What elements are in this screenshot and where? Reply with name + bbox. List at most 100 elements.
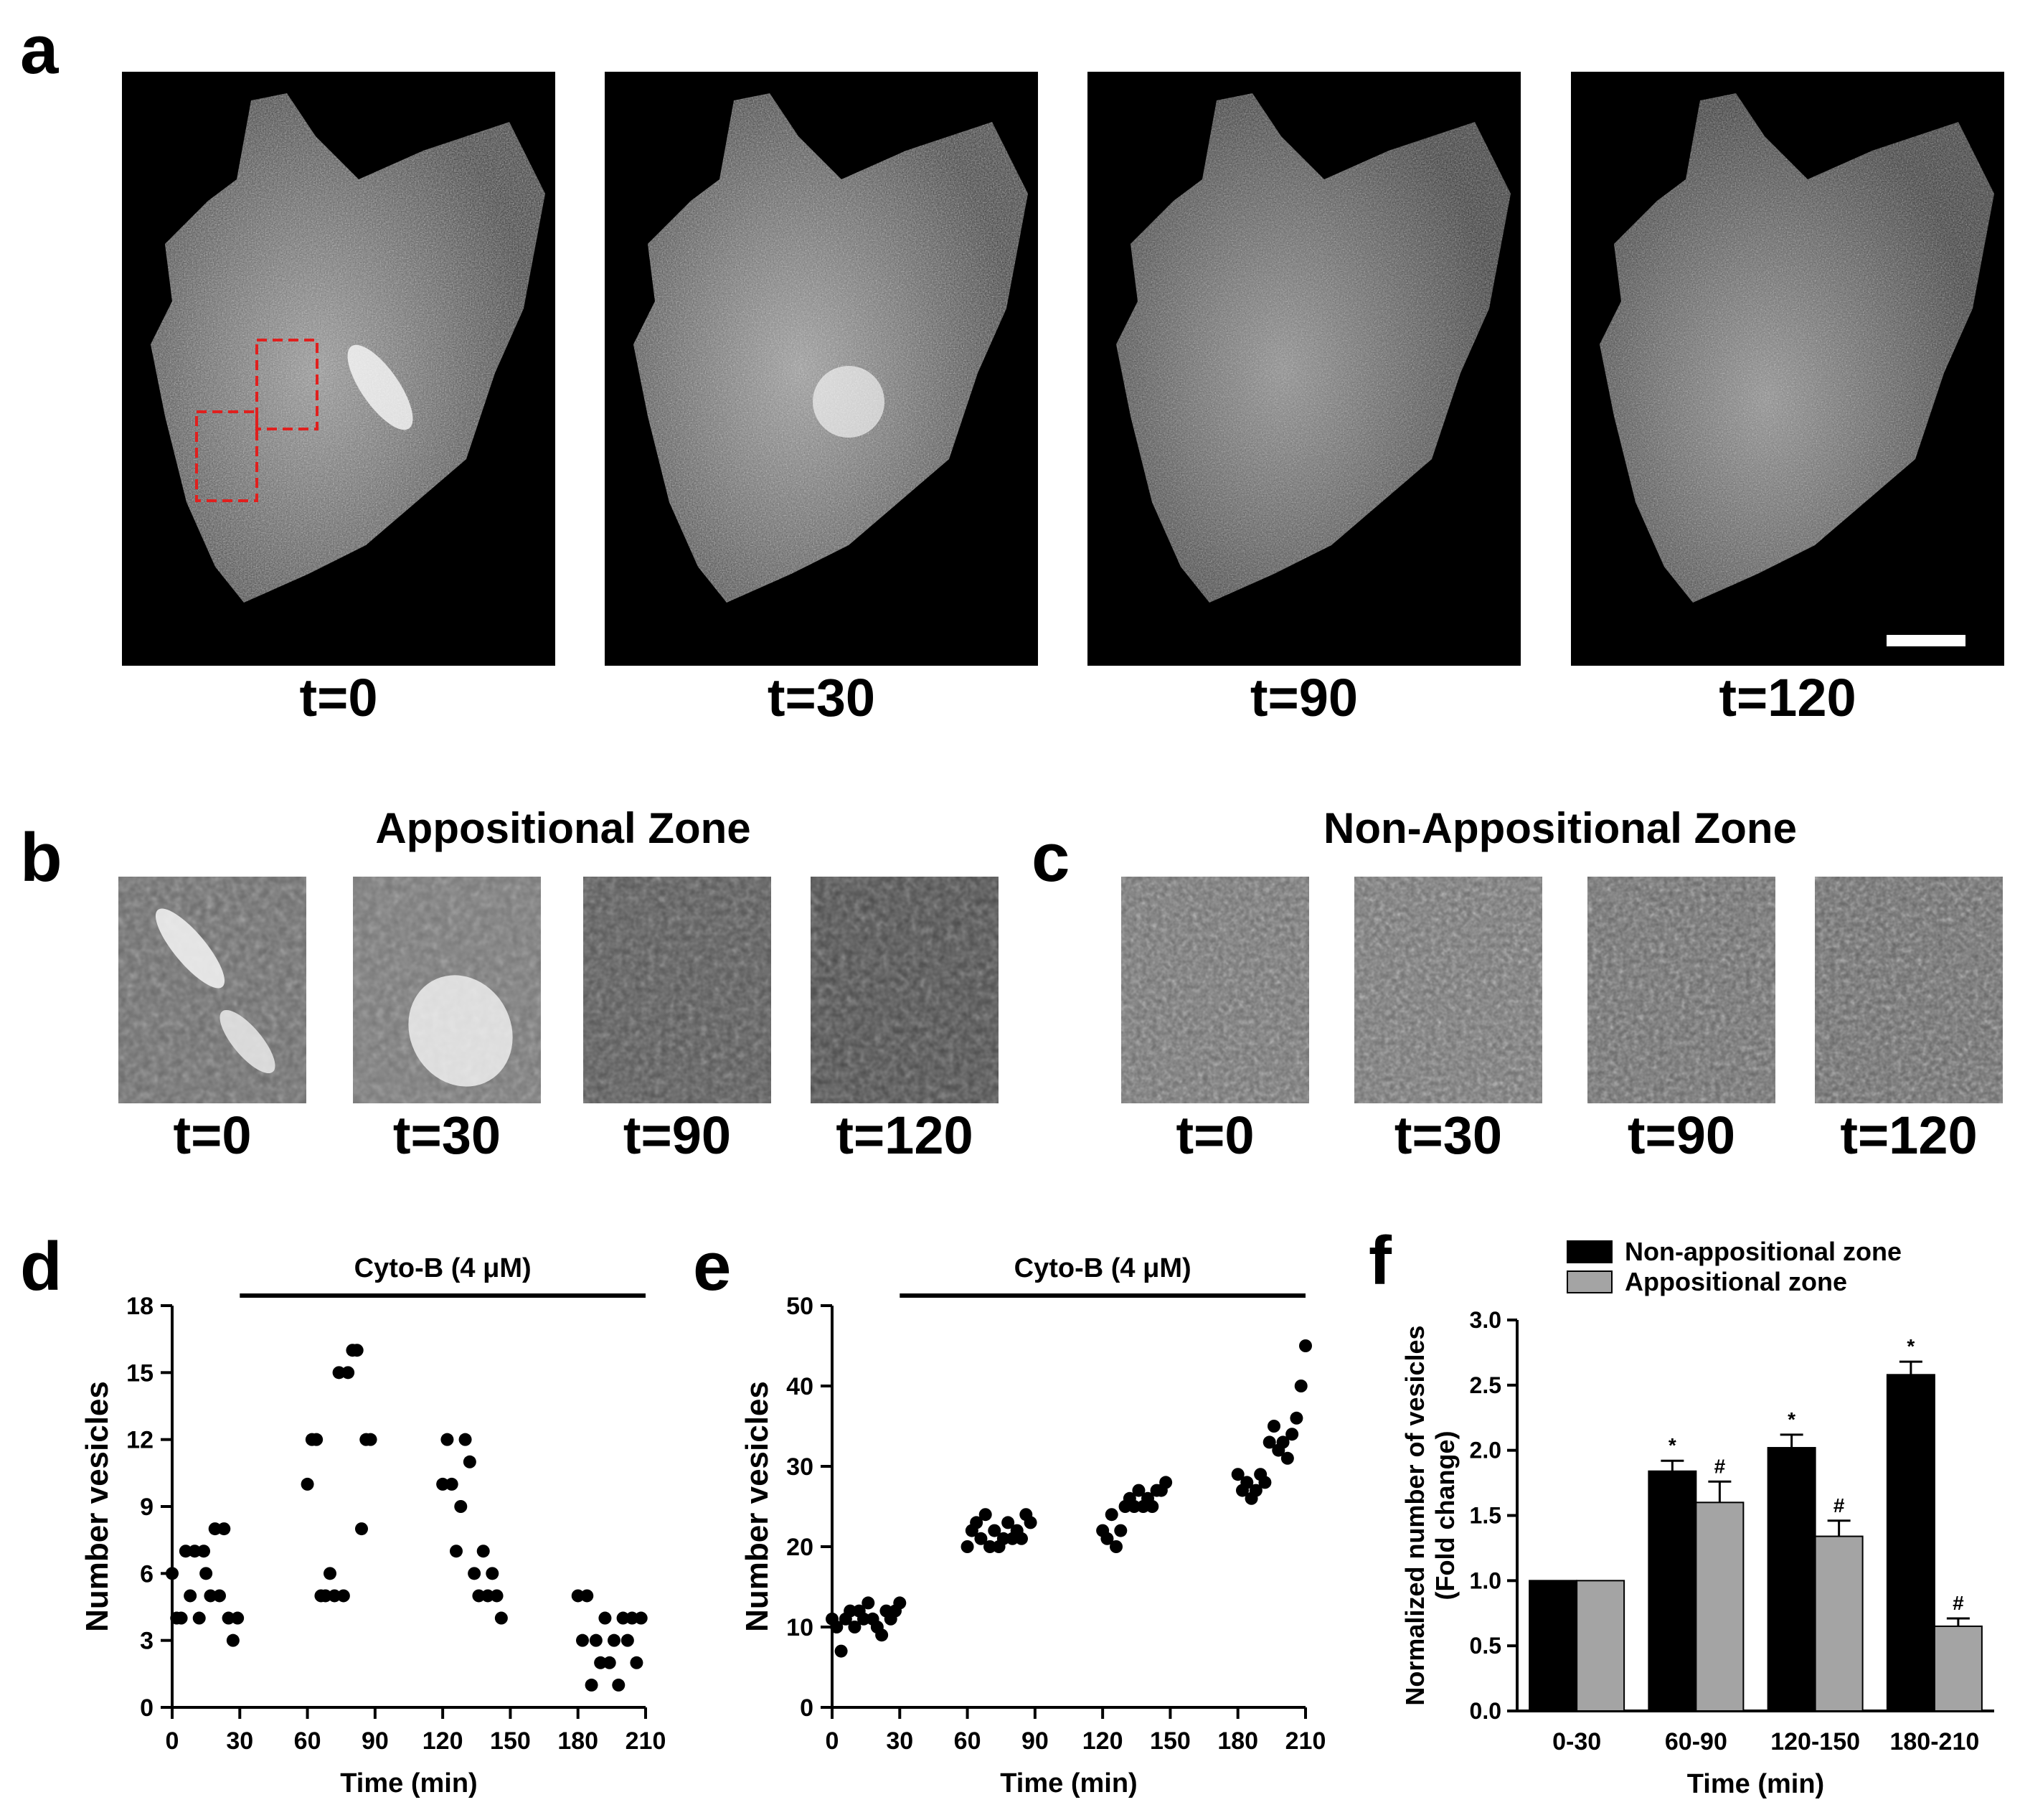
crop-c-t30 (1354, 877, 1542, 1103)
data-point (468, 1567, 481, 1580)
y-tick-label: 15 (126, 1359, 154, 1387)
data-point (620, 1633, 634, 1647)
x-axis-label: Time (min) (1687, 1769, 1824, 1799)
y-axis-label: Normalized number of vesicles (1400, 1325, 1430, 1705)
y-tick-label: 9 (140, 1494, 154, 1521)
data-point (580, 1589, 594, 1603)
data-point (893, 1596, 907, 1610)
data-point (1105, 1508, 1118, 1522)
data-point (1015, 1532, 1028, 1545)
data-point (494, 1611, 508, 1625)
y-tick-label: 10 (786, 1614, 813, 1641)
x-tick-label: 120-150 (1770, 1728, 1860, 1755)
x-axis-label: Time (min) (340, 1768, 477, 1798)
x-axis-label: Time (min) (1000, 1768, 1137, 1798)
data-point (222, 1611, 235, 1625)
label-c-t0: t=0 (1176, 1105, 1255, 1165)
bar (1814, 1535, 1864, 1712)
data-point (204, 1589, 217, 1603)
x-tick-label: 60-90 (1665, 1728, 1727, 1755)
y-tick-label: 40 (786, 1373, 813, 1400)
data-point (1231, 1468, 1245, 1481)
data-point (983, 1540, 996, 1553)
data-point (188, 1545, 202, 1558)
x-tick-label: 90 (1021, 1727, 1049, 1755)
data-point (364, 1433, 377, 1446)
panel-label-a: a (20, 11, 59, 88)
data-point (217, 1522, 231, 1536)
data-point (1110, 1540, 1123, 1553)
data-point (603, 1656, 616, 1669)
significance-mark: * (1669, 1434, 1676, 1456)
data-point (598, 1611, 612, 1625)
data-point (1285, 1428, 1299, 1441)
panel-label-e: e (693, 1228, 732, 1305)
data-point (318, 1589, 332, 1603)
data-point (594, 1656, 608, 1669)
treatment-label: Cyto-B (4 μM) (354, 1253, 532, 1283)
label-c-t120: t=120 (1840, 1105, 1978, 1165)
data-point (1114, 1524, 1128, 1537)
crop-c-t0 (1121, 877, 1309, 1103)
scale-bar (1887, 635, 1965, 646)
label-c-t30: t=30 (1394, 1105, 1503, 1165)
y-tick-label: 3 (140, 1628, 154, 1655)
data-point (862, 1596, 875, 1610)
label-b-t30: t=30 (392, 1105, 501, 1165)
crop-b-t120 (811, 877, 999, 1103)
y-tick-label: 2.0 (1470, 1438, 1501, 1463)
data-point (332, 1366, 346, 1380)
data-point (472, 1589, 486, 1603)
x-tick-label: 0 (166, 1727, 179, 1755)
y-tick-label: 50 (786, 1293, 813, 1320)
micrograph-a-t30 (605, 72, 1038, 666)
label-b-t90: t=90 (623, 1105, 732, 1165)
y-tick-label: 30 (786, 1453, 813, 1481)
data-point (612, 1678, 626, 1692)
data-point (197, 1545, 210, 1558)
data-point (1262, 1435, 1276, 1449)
data-point (463, 1455, 476, 1468)
title-non-appositional-zone: Non-Appositional Zone (1323, 804, 1797, 852)
bar (1886, 1374, 1935, 1712)
data-point (350, 1344, 364, 1357)
x-tick-label: 120 (1082, 1727, 1123, 1755)
data-point (192, 1611, 206, 1625)
y-tick-label: 0.0 (1470, 1698, 1501, 1724)
x-tick-label: 90 (362, 1727, 389, 1755)
data-point (1299, 1339, 1312, 1352)
data-point (476, 1545, 490, 1558)
x-tick-label: 60 (954, 1727, 981, 1755)
data-point (179, 1545, 192, 1558)
y-tick-label: 0.5 (1470, 1633, 1501, 1659)
y-tick-label: 0 (140, 1694, 154, 1722)
label-a-t120: t=120 (1719, 668, 1856, 727)
data-point (585, 1678, 598, 1692)
data-point (978, 1508, 992, 1522)
x-tick-label: 150 (490, 1727, 531, 1755)
x-tick-label: 180 (557, 1727, 598, 1755)
bar (1695, 1501, 1745, 1712)
label-b-t120: t=120 (836, 1105, 973, 1165)
x-tick-label: 180-210 (1889, 1728, 1979, 1755)
data-point (440, 1433, 454, 1446)
title-appositional-zone: Appositional Zone (375, 804, 751, 852)
crop-b-t30 (353, 877, 541, 1103)
data-point (1146, 1500, 1159, 1513)
data-point (445, 1477, 458, 1491)
data-point (336, 1589, 350, 1603)
data-point (231, 1611, 245, 1625)
data-point (1249, 1484, 1262, 1497)
data-point (481, 1589, 494, 1603)
data-point (226, 1633, 240, 1647)
data-point (988, 1524, 1001, 1537)
data-point (1159, 1476, 1173, 1489)
significance-mark: # (1953, 1592, 1964, 1614)
data-point (1276, 1435, 1290, 1449)
data-point (310, 1433, 324, 1446)
data-point (1258, 1476, 1272, 1489)
y-tick-label: 1.0 (1470, 1567, 1501, 1593)
bar (1767, 1447, 1816, 1712)
significance-mark: * (1907, 1335, 1915, 1357)
micrograph-a-t120 (1571, 72, 2004, 666)
